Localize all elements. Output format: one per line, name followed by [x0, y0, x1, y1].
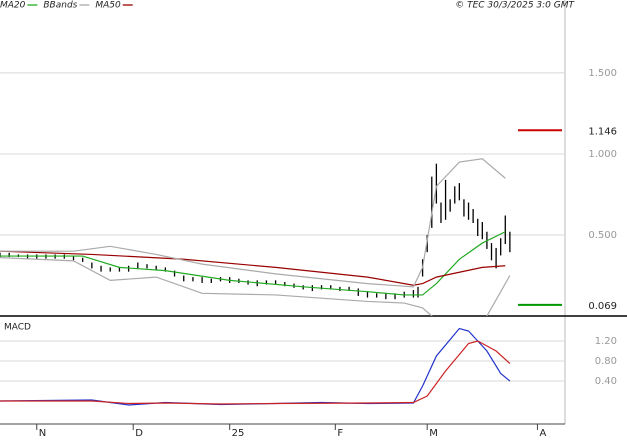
legend-label: MA50: [95, 1, 121, 11]
y-tick-label: 0.80: [595, 356, 617, 367]
indicator-line: [0, 250, 506, 286]
indicator-line: [0, 158, 506, 288]
indicator-line: [0, 257, 511, 316]
legend-label: BBands: [43, 1, 77, 11]
y-tick-label: 1.20: [595, 336, 617, 347]
macd-line: [0, 340, 511, 405]
x-tick-label: M: [429, 428, 438, 439]
x-tick-label: D: [135, 428, 143, 439]
x-tick-label: 25: [232, 428, 245, 439]
panel-title: MACD: [4, 323, 31, 333]
level-label: 1.146: [588, 126, 617, 137]
y-tick-label: 0.500: [588, 230, 617, 241]
y-tick-label: 1.500: [588, 68, 617, 79]
legend-label: MA20: [0, 1, 26, 11]
source: © TEC 30/3/2025 3:0 GMT: [455, 1, 575, 11]
indicator-line: [0, 231, 506, 296]
macd-line: [0, 327, 511, 406]
x-tick-label: A: [539, 428, 546, 439]
y-tick-label: 0.40: [595, 376, 617, 387]
x-tick-label: N: [39, 428, 46, 439]
level-label: 0.069: [588, 301, 617, 312]
x-tick-label: F: [337, 428, 343, 439]
y-tick-label: 1.000: [588, 149, 617, 160]
